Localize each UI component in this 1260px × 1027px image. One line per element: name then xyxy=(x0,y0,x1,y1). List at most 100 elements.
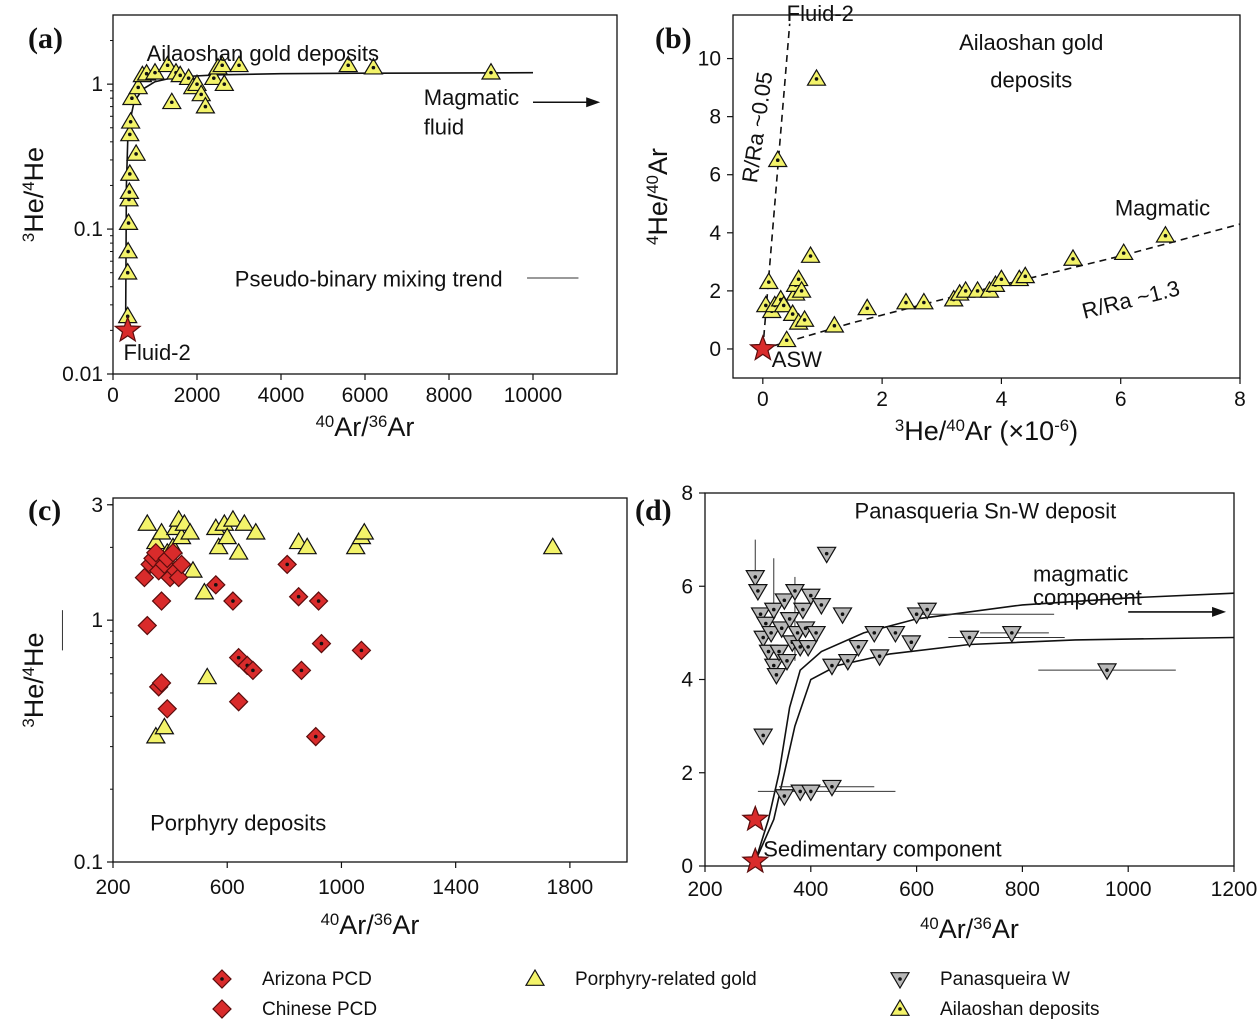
marker-dot xyxy=(877,654,882,658)
marker-dot xyxy=(761,635,765,640)
data-point xyxy=(800,784,821,802)
marker-dot xyxy=(220,977,224,981)
marker-dot xyxy=(777,649,781,654)
marker-dot xyxy=(798,789,803,794)
data-point xyxy=(208,537,229,555)
x-tick-label: 4 xyxy=(996,388,1008,411)
marker-shape xyxy=(217,527,238,545)
marker-dot xyxy=(795,631,800,635)
label-superscript: 36 xyxy=(973,914,992,933)
data-point xyxy=(205,574,226,595)
data-point xyxy=(118,241,139,259)
marker-dot xyxy=(296,594,301,599)
marker-dot xyxy=(212,76,216,80)
data-point xyxy=(217,527,238,545)
legend-label: Chinese PCD xyxy=(262,999,377,1020)
y-tick-label: 6 xyxy=(709,164,721,187)
label-text: Ar xyxy=(387,412,414,442)
marker-dot xyxy=(753,575,758,579)
arrow-head xyxy=(1212,606,1227,617)
marker-dot xyxy=(199,92,203,97)
marker-dot xyxy=(803,626,808,631)
data-point xyxy=(354,522,375,540)
x-tick-label: 1800 xyxy=(547,876,594,899)
x-tick-label: 2 xyxy=(876,388,888,411)
annotation: R/Ra ~1.3 xyxy=(1079,275,1182,323)
data-point xyxy=(771,621,792,639)
data-point xyxy=(120,111,141,129)
legend-item: Ailaoshan deposits xyxy=(889,998,1100,1020)
marker-shape xyxy=(208,537,229,555)
data-point xyxy=(784,584,805,602)
marker-shape xyxy=(154,717,175,735)
data-point xyxy=(542,537,563,555)
marker-shape xyxy=(157,698,178,719)
data-point xyxy=(214,73,235,92)
marker-dot xyxy=(814,77,819,81)
data-point xyxy=(788,269,809,287)
annotation: component xyxy=(1033,585,1142,610)
marker-dot xyxy=(798,645,803,649)
marker-shape xyxy=(197,667,218,685)
marker-dot xyxy=(128,132,132,137)
marker-shape xyxy=(524,968,546,986)
data-point xyxy=(228,691,249,712)
marker-dot xyxy=(775,158,780,162)
marker-shape xyxy=(145,726,166,744)
marker-dot xyxy=(165,63,170,68)
x-tick-label: 0 xyxy=(107,384,119,407)
y-tick-label: 4 xyxy=(709,222,721,245)
y-tick-label: 6 xyxy=(681,575,693,598)
data-point xyxy=(311,633,332,654)
data-point xyxy=(864,625,885,644)
label-text: He/ xyxy=(904,416,947,446)
y-tick-label: 2 xyxy=(709,280,721,303)
data-point xyxy=(792,602,813,620)
data-point xyxy=(203,67,224,86)
marker-dot xyxy=(925,607,929,612)
annotation: Magmatic xyxy=(424,85,519,110)
annotation: fluid xyxy=(424,114,464,139)
label-text: He/ xyxy=(19,676,49,719)
marker-shape xyxy=(194,582,215,600)
y-tick-label: 8 xyxy=(709,106,721,129)
marker-dot xyxy=(130,96,134,100)
label-superscript: 3 xyxy=(895,416,904,435)
label-superscript: 40 xyxy=(946,416,965,435)
data-point xyxy=(363,57,384,75)
marker-dot xyxy=(785,659,789,663)
x-tick-label: 10000 xyxy=(504,384,562,407)
x-tick-label: 6 xyxy=(1115,388,1127,411)
data-point xyxy=(197,667,218,685)
marker-dot xyxy=(830,784,834,789)
data-point xyxy=(297,537,318,555)
marker-shape xyxy=(741,804,770,832)
label-superscript: 3 xyxy=(19,233,38,242)
data-point xyxy=(779,611,800,630)
y-tick-label: 0 xyxy=(709,338,721,361)
data-point xyxy=(191,84,212,102)
data-point xyxy=(245,522,266,540)
data-point xyxy=(137,513,158,531)
data-point xyxy=(857,298,878,316)
x-tick-label: 6000 xyxy=(342,384,389,407)
data-point xyxy=(151,591,172,611)
marker-shape xyxy=(748,334,777,361)
data-point xyxy=(913,292,934,310)
label-superscript: 36 xyxy=(369,412,388,431)
data-point xyxy=(806,625,827,644)
data-point xyxy=(774,593,795,611)
y-tick-label: 0.01 xyxy=(62,363,103,386)
annotation: magmatic xyxy=(1033,562,1128,587)
data-point xyxy=(1155,225,1176,243)
data-point xyxy=(800,245,821,263)
data-point xyxy=(821,658,843,676)
marker-dot xyxy=(893,631,898,635)
marker-dot xyxy=(144,71,149,76)
series xyxy=(61,542,249,719)
marker-shape xyxy=(354,522,375,540)
data-point xyxy=(137,615,158,636)
marker-shape xyxy=(180,522,201,540)
marker-dot xyxy=(779,626,784,631)
marker-dot xyxy=(203,104,208,109)
